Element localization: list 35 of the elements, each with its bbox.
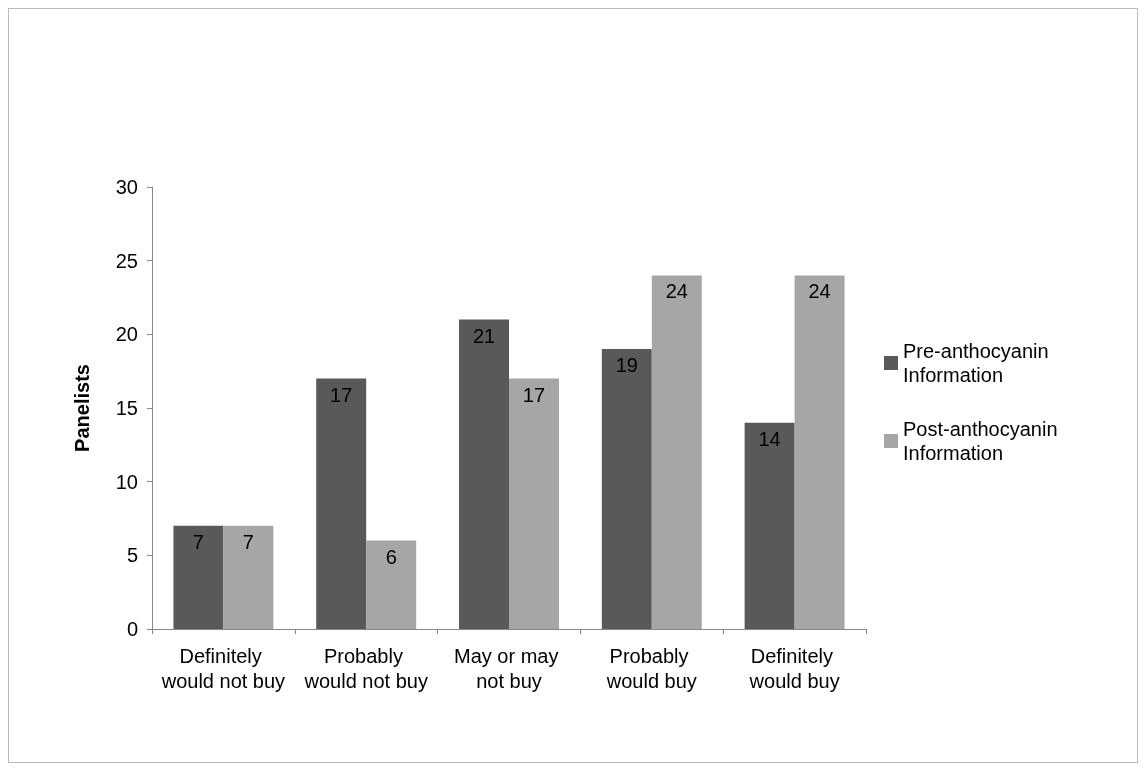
bar (173, 525, 224, 629)
data-label: 17 (522, 383, 546, 406)
x-tick-label: Definitely would buy (748, 644, 840, 692)
legend-label: Post-anthocyanin Information (903, 418, 1064, 464)
bar (601, 349, 652, 629)
data-label: 19 (615, 354, 638, 377)
bar (744, 422, 795, 629)
x-tick-label: Probably would not buy (303, 644, 428, 692)
data-label: 21 (472, 324, 496, 347)
legend-label: Pre-anthocyanin Information (903, 340, 1055, 386)
x-tick-label: May or may not buy (453, 644, 565, 692)
bar (316, 378, 367, 629)
y-tick-label: 30 (115, 176, 138, 198)
data-label: 24 (665, 280, 688, 303)
y-tick-label: 10 (115, 470, 138, 493)
y-tick-label: 5 (126, 544, 138, 567)
y-tick-label: 15 (115, 397, 138, 419)
data-label: 6 (385, 545, 397, 568)
y-tick-label: 25 (115, 249, 138, 272)
data-label: 24 (808, 280, 831, 303)
bar (651, 275, 702, 629)
bar (366, 540, 417, 629)
y-axis-title: Panelists (71, 364, 93, 452)
x-tick-label: Definitely would not buy (160, 644, 286, 692)
data-label: 7 (192, 530, 204, 553)
bar (459, 319, 509, 629)
bar (223, 525, 274, 629)
bar (794, 275, 845, 629)
data-label: 7 (242, 530, 254, 553)
data-label: 14 (758, 427, 781, 450)
y-tick-label: 20 (115, 323, 138, 346)
bar (509, 378, 559, 629)
x-tick-label: Probably would buy (605, 644, 697, 692)
data-label: 17 (330, 383, 353, 406)
y-tick-label: 0 (126, 618, 138, 640)
